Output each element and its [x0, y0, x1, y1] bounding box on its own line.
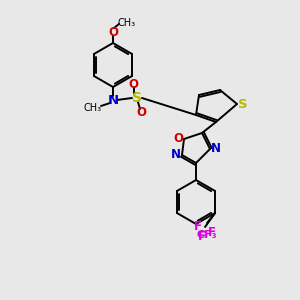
- Text: S: S: [132, 91, 142, 105]
- Text: CH₃: CH₃: [84, 103, 102, 113]
- Text: N: N: [211, 142, 221, 155]
- Text: CF₃: CF₃: [197, 230, 217, 240]
- Text: F: F: [194, 220, 202, 233]
- Text: S: S: [238, 98, 248, 112]
- Text: O: O: [173, 133, 183, 146]
- Text: F: F: [208, 226, 216, 239]
- Text: F: F: [198, 230, 206, 244]
- Text: O: O: [108, 26, 118, 38]
- Text: N: N: [171, 148, 181, 161]
- Text: CH₃: CH₃: [118, 18, 136, 28]
- Text: O: O: [128, 77, 138, 91]
- Text: O: O: [136, 106, 146, 118]
- Text: N: N: [107, 94, 118, 106]
